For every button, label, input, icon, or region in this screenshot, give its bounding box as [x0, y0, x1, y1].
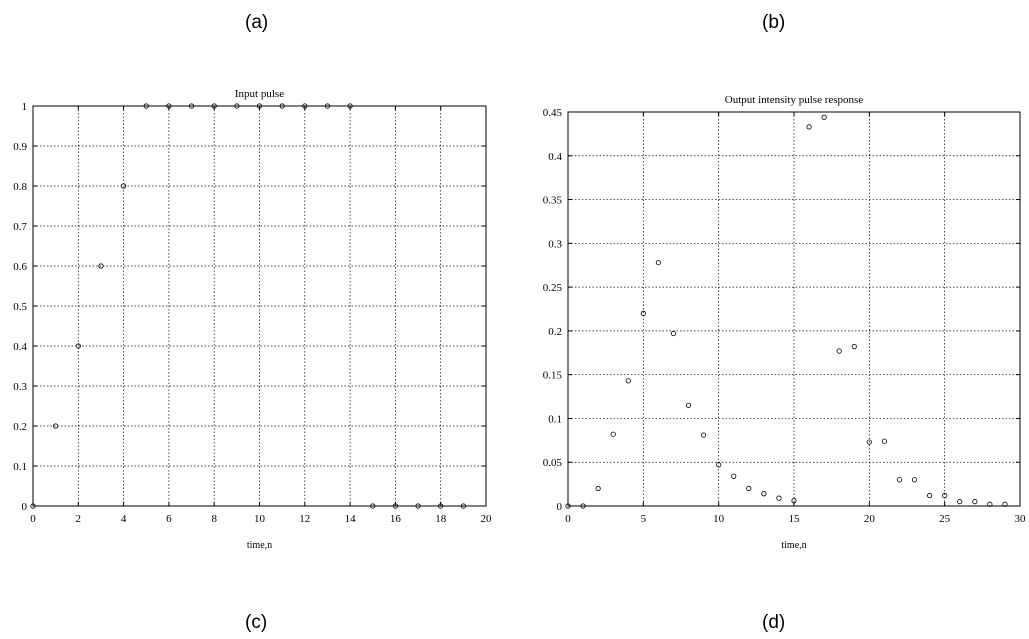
y-tick-label: 0.3 [548, 238, 562, 250]
data-point [166, 103, 172, 109]
y-tick-label: 0.15 [543, 370, 563, 382]
data-point [595, 485, 601, 492]
y-tick-label: 0.2 [13, 421, 27, 433]
data-point [942, 492, 948, 499]
data-point [655, 259, 662, 266]
y-tick-label: 0.3 [13, 381, 27, 393]
data-point [188, 103, 195, 109]
y-tick-label: 0.35 [543, 195, 563, 207]
data-point [731, 473, 737, 479]
x-tick-label: 5 [641, 513, 647, 525]
x-tick-label: 10 [713, 513, 725, 525]
chart-title: Output intensity pulse response [725, 94, 864, 106]
data-point [625, 378, 631, 384]
data-point [580, 503, 586, 509]
data-point [1002, 501, 1008, 507]
x-tick-label: 12 [299, 513, 310, 525]
data-point [700, 432, 707, 438]
data-point [746, 485, 752, 492]
panel-tag-a: (a) [245, 12, 269, 33]
x-tick-label: 0 [30, 513, 36, 525]
x-tick-label: 25 [939, 513, 951, 525]
x-tick-label: 10 [254, 513, 266, 525]
data-point [610, 431, 616, 437]
x-tick-label: 18 [435, 513, 447, 525]
data-point [670, 330, 677, 337]
data-point [143, 103, 149, 109]
x-tick-label: 6 [166, 513, 172, 525]
x-axis-label: time,n [247, 540, 272, 551]
y-tick-label: 0.4 [548, 151, 562, 163]
data-point [957, 499, 963, 505]
x-tick-label: 15 [789, 513, 801, 525]
data-point [565, 503, 571, 509]
panel-tag-d: (d) [762, 612, 786, 633]
data-point [791, 498, 797, 504]
data-point [279, 103, 285, 109]
y-tick-label: 0.7 [13, 221, 27, 233]
data-point [415, 503, 421, 509]
x-tick-label: 8 [211, 513, 217, 525]
y-tick-label: 0.1 [548, 413, 562, 425]
data-point [776, 495, 782, 501]
data-point [851, 344, 857, 350]
y-tick-label: 1 [22, 101, 28, 113]
y-tick-label: 0.5 [13, 301, 27, 313]
data-point [881, 438, 888, 444]
data-point [30, 503, 36, 509]
data-point [324, 103, 331, 109]
data-point [716, 462, 722, 468]
data-point [987, 501, 993, 507]
data-point [347, 103, 353, 109]
y-tick-label: 0 [557, 501, 563, 513]
data-point [460, 503, 466, 509]
y-tick-label: 0.05 [543, 457, 563, 469]
data-point [438, 503, 444, 509]
x-tick-label: 2 [76, 513, 82, 525]
data-point [926, 492, 933, 499]
x-tick-label: 14 [345, 513, 357, 525]
x-tick-label: 20 [864, 513, 876, 525]
y-tick-label: 0.45 [543, 107, 563, 119]
data-point [75, 343, 81, 349]
y-tick-label: 0.8 [13, 181, 27, 193]
data-point [98, 263, 104, 269]
data-point [640, 310, 646, 316]
data-point [866, 439, 872, 445]
data-point [911, 477, 918, 483]
y-tick-label: 0.1 [13, 461, 27, 473]
data-point [392, 503, 398, 509]
y-tick-label: 0.6 [13, 261, 27, 273]
data-point [302, 103, 308, 109]
data-point [685, 402, 692, 408]
x-tick-label: 0 [565, 513, 571, 525]
data-point [761, 491, 767, 497]
data-point [256, 103, 263, 109]
panel-tag-b: (b) [762, 12, 786, 33]
x-tick-label: 30 [1015, 513, 1027, 525]
chart-title: Input pulse [235, 88, 284, 100]
y-tick-label: 0 [22, 501, 28, 513]
data-point [53, 423, 59, 429]
x-axis-label: time,n [781, 540, 806, 551]
data-point [121, 183, 127, 189]
data-point [836, 348, 842, 354]
y-tick-label: 0.2 [548, 326, 562, 338]
data-point [972, 499, 978, 505]
data-point [806, 124, 812, 130]
data-point [370, 503, 376, 509]
y-tick-label: 0.9 [13, 141, 27, 153]
data-point [821, 114, 827, 120]
x-tick-label: 20 [481, 513, 493, 525]
data-point [896, 477, 903, 483]
x-tick-label: 16 [390, 513, 402, 525]
x-tick-label: 4 [121, 513, 127, 525]
data-point [211, 103, 217, 109]
y-tick-label: 0.4 [13, 341, 27, 353]
panel-tag-c: (c) [245, 612, 268, 633]
data-point [234, 103, 240, 109]
y-tick-label: 0.25 [543, 282, 563, 294]
